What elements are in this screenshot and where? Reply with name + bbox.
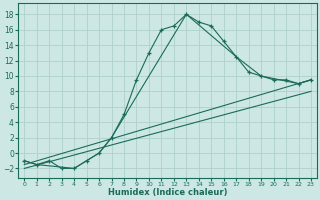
- X-axis label: Humidex (Indice chaleur): Humidex (Indice chaleur): [108, 188, 228, 197]
